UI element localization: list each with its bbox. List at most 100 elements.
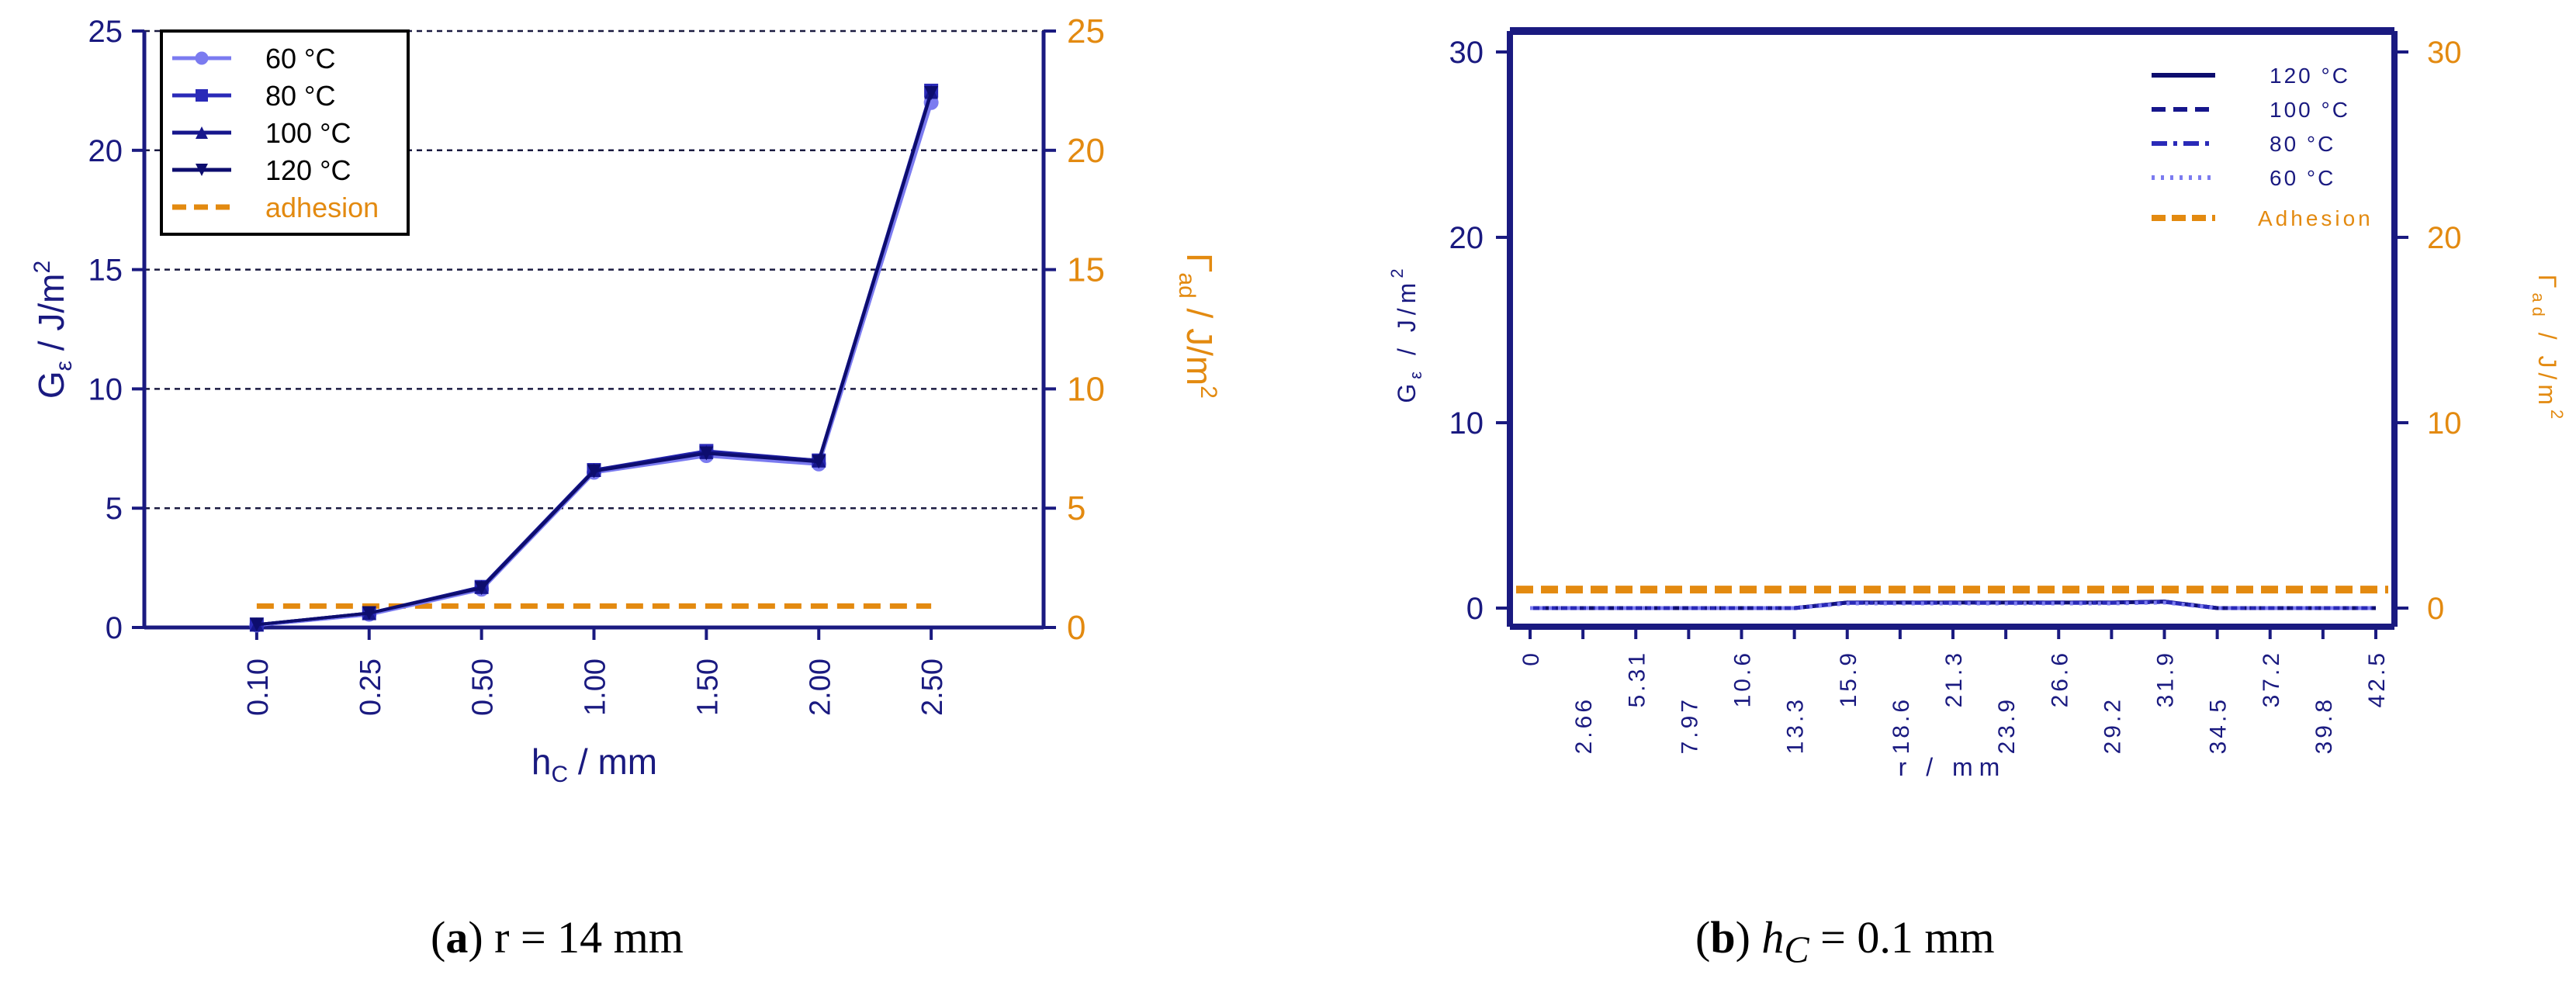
chart-a-point: [362, 606, 376, 620]
chart-b-x-tick-label: 34.5: [2206, 697, 2231, 754]
chart-b-x-axis-label: r / mm: [1899, 753, 2006, 781]
chart-a-y-label-sup: 2: [29, 261, 55, 274]
chart-b-x-tick-label: 29.2: [2100, 697, 2125, 754]
chart-b-x-tick-label: 0: [1518, 650, 1544, 666]
chart-b-x-tick-label: 5.31: [1624, 650, 1650, 707]
chart-b-y2-label-sub: ad: [2529, 292, 2548, 320]
chart-a-point: [249, 617, 264, 632]
chart-a-y-label-sub: ε: [51, 361, 77, 371]
chart-a-point: [587, 464, 601, 479]
chart-a-y2-label-main: Γ: [1179, 253, 1220, 272]
caption-a-text: r = 14 mm: [494, 912, 684, 963]
chart-a-x-tick-label: 1.50: [691, 659, 724, 716]
chart-a-legend-marker: [196, 126, 208, 139]
chart-b-y2-axis-label: Γad / J/m2: [2529, 275, 2567, 424]
chart-b-legend-label: Adhesion: [2258, 206, 2373, 230]
chart-a-y-tick-label: 20: [88, 134, 123, 168]
chart-b-y2-tick-label: 30: [2427, 36, 2462, 70]
chart-b-y2-tick-label: 10: [2427, 406, 2462, 441]
chart-a-legend-marker: [196, 164, 208, 176]
chart-b-x-tick-label: 18.6: [1889, 697, 1914, 754]
chart-a-x-tick-label: 2.50: [916, 659, 949, 716]
chart-a-x-label-rest: / mm: [568, 741, 657, 782]
chart-a-y2-tick-label: 10: [1067, 370, 1105, 408]
chart-b-y-label-sub: ε: [1406, 367, 1425, 379]
chart-b: 0 10 20 30 0 10 20 30 0 2.66 5.31 7.97 10.6 13.3 15.9 1…: [1387, 27, 2567, 781]
chart-a-y-label-rest: / J/m: [31, 274, 71, 361]
caption-a-label: a: [445, 912, 469, 963]
chart-b-legend-label: 120 °C: [2270, 64, 2350, 88]
chart-a-x-label-sub: C: [551, 762, 568, 787]
chart-a-legend-marker: [195, 51, 209, 65]
chart-b-y-label-main: G: [1393, 379, 1421, 403]
chart-a-x-tick-label: 1.00: [580, 659, 612, 716]
chart-b-x-tick-label: 21.3: [1941, 650, 1967, 707]
chart-b-y2-label-rest: / J/m: [2533, 321, 2561, 410]
chart-a-x-label-main: h: [531, 741, 552, 782]
chart-b-x-tick-label: 13.3: [1783, 697, 1809, 754]
chart-a-y-tick-label: 0: [106, 611, 123, 645]
chart-b-y-axis-label: Gε / J/m2: [1387, 264, 1425, 403]
chart-b-x-tick-label: 37.2: [2259, 650, 2284, 707]
chart-b-x-tick-label: 42.5: [2364, 650, 2390, 707]
chart-b-y-tick-label: 0: [1466, 592, 1484, 626]
chart-a-legend-label: 120 °C: [265, 154, 351, 186]
chart-b-x-tick-label: 15.9: [1836, 650, 1861, 707]
chart-a-y-tick-label: 15: [88, 254, 123, 288]
chart-b-y-tick-label: 30: [1449, 36, 1484, 70]
caption-b-text: = 0.1 mm: [1809, 912, 1995, 963]
chart-a-y2-tick-label: 0: [1067, 609, 1085, 647]
chart-b-legend-label: 80 °C: [2270, 132, 2335, 156]
chart-a-y-label-main: G: [31, 371, 71, 399]
chart-a-y2-tick-label: 20: [1067, 132, 1105, 170]
chart-a-legend-label: adhesion: [265, 192, 379, 223]
chart-b-y-tick-label: 20: [1449, 221, 1484, 255]
chart-b-x-tick-label: 7.97: [1677, 697, 1702, 754]
chart-b-x-tick-label: 39.8: [2311, 697, 2337, 754]
chart-a-y2-tick-label: 15: [1067, 251, 1105, 289]
caption-b-var: h: [1761, 912, 1785, 963]
chart-b-x-tick-label: 10.6: [1730, 650, 1756, 707]
chart-a-legend-marker: [196, 89, 208, 102]
caption-b-var-sub: C: [1784, 929, 1809, 971]
chart-a-y-axis-label: Gε / J/m2: [29, 261, 77, 399]
chart-b-x-tick-label: 26.6: [2047, 650, 2072, 707]
chart-b-y2-tick-label: 0: [2427, 592, 2444, 626]
chart-b-legend-label: 100 °C: [2270, 98, 2350, 122]
chart-b-series-line: [1530, 600, 2376, 610]
chart-a-y-tick-label: 10: [88, 372, 123, 406]
caption-b: (b) hC = 0.1 mm: [1695, 912, 1995, 971]
chart-a-y-tick-label: 5: [106, 492, 123, 526]
chart-a: 0 5 10 15 20 25 0 5 10 15 20 25 0.10 0.25 0.50 1.00 1.50…: [29, 12, 1221, 787]
chart-a-y2-label-rest: / J/m: [1179, 299, 1220, 385]
chart-a-y2-axis-label: Γad / J/m2: [1174, 253, 1221, 399]
chart-a-x-tick-label: 0.25: [355, 659, 387, 716]
chart-a-legend-label: 60 °C: [265, 43, 335, 74]
chart-a-x-tick-label: 0.50: [467, 659, 500, 716]
chart-a-y2-tick-label: 5: [1067, 489, 1085, 527]
chart-a-y-tick-label: 25: [88, 15, 123, 49]
chart-b-y2-label-sup: 2: [2547, 410, 2567, 423]
caption-a: (a) r = 14 mm: [431, 912, 684, 963]
chart-a-legend-label: 100 °C: [265, 117, 351, 149]
chart-a-point: [812, 455, 826, 469]
chart-b-x-tick-label: 23.9: [1994, 697, 2020, 754]
chart-b-y-tick-label: 10: [1449, 406, 1484, 441]
chart-a-y2-label-sub: ad: [1174, 272, 1200, 298]
chart-a-y2-label-sup: 2: [1196, 385, 1221, 399]
chart-a-legend-label: 80 °C: [265, 80, 335, 112]
chart-b-x-tick-label: 31.9: [2153, 650, 2179, 707]
chart-a-point: [699, 446, 714, 461]
chart-b-y2-tick-label: 20: [2427, 221, 2462, 255]
chart-a-x-tick-label: 0.10: [242, 659, 275, 716]
chart-a-point: [924, 85, 939, 100]
caption-b-label: b: [1710, 912, 1736, 963]
chart-b-x-tick-label: 2.66: [1571, 697, 1597, 754]
chart-b-y-label-sup: 2: [1387, 264, 1407, 278]
chart-a-x-axis-label: hC / mm: [531, 741, 657, 787]
chart-a-point: [474, 581, 489, 596]
chart-a-x-tick-label: 2.00: [804, 659, 836, 716]
chart-b-y-label-rest: / J/m: [1393, 278, 1421, 367]
chart-b-y2-label-main: Γ: [2533, 275, 2561, 293]
